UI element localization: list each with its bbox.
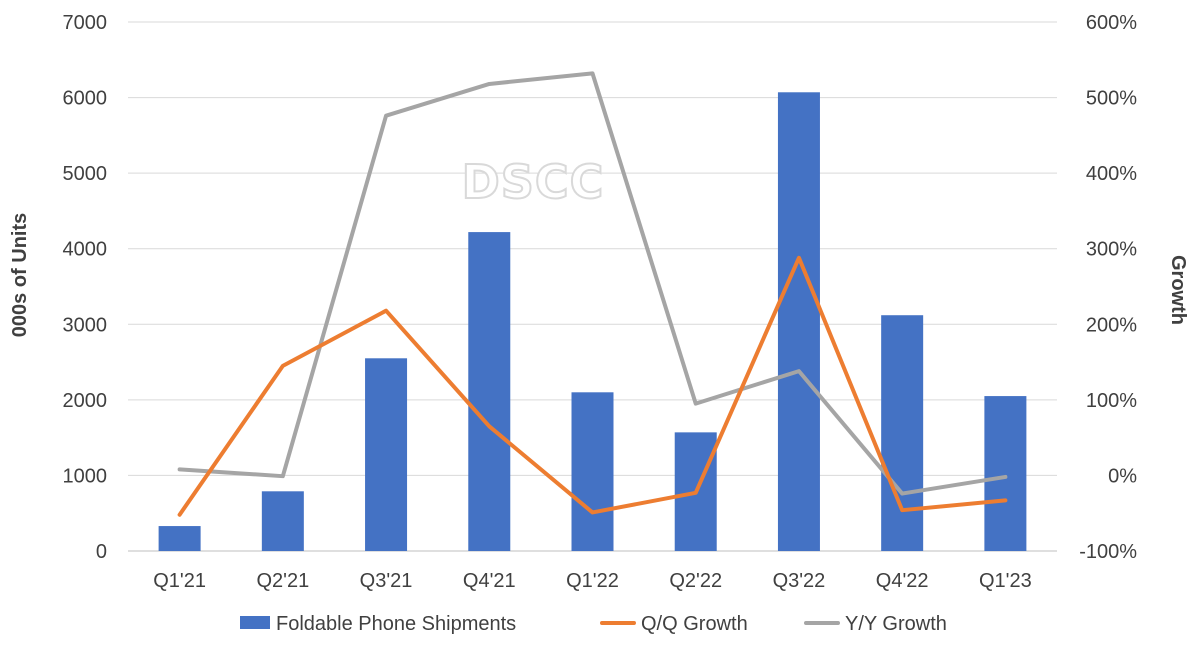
x-tick-label: Q1'23 xyxy=(979,570,1032,592)
x-axis-ticks: Q1'21 Q2'21 Q3'21 Q4'21 Q1'22 Q2'22 Q3'22 Q4'22… xyxy=(153,570,1032,592)
left-tick-label: 4000 xyxy=(63,239,108,261)
right-tick-label: 0% xyxy=(1108,465,1137,487)
right-axis-ticks: -100% 0% 100% 200% 300% 400% 500% 600% xyxy=(1079,12,1137,563)
left-tick-label: 7000 xyxy=(63,12,108,34)
shipment-bar xyxy=(777,92,820,551)
legend-label: Q/Q Growth xyxy=(641,613,748,635)
left-axis-title: 000s of Units xyxy=(9,213,31,337)
shipment-bar xyxy=(261,491,304,551)
line-series xyxy=(177,71,1008,517)
left-tick-label: 5000 xyxy=(63,163,108,185)
left-tick-label: 0 xyxy=(96,541,107,563)
right-tick-label: 500% xyxy=(1086,88,1137,110)
left-tick-label: 1000 xyxy=(63,465,108,487)
legend-swatch xyxy=(240,616,270,629)
shipment-bar xyxy=(158,526,201,551)
right-tick-label: 600% xyxy=(1086,12,1137,34)
legend-label: Y/Y Growth xyxy=(845,613,947,635)
shipment-bar xyxy=(571,392,614,551)
left-tick-label: 6000 xyxy=(63,88,108,110)
right-axis-title: Growth xyxy=(1167,255,1189,325)
right-tick-label: 300% xyxy=(1086,239,1137,261)
legend: Foldable Phone Shipments Q/Q Growth Y/Y Gr… xyxy=(240,613,947,635)
right-tick-label: 100% xyxy=(1086,390,1137,412)
x-tick-label: Q1'22 xyxy=(566,570,619,592)
x-tick-label: Q1'21 xyxy=(153,570,206,592)
x-tick-label: Q3'22 xyxy=(773,570,826,592)
x-tick-label: Q4'21 xyxy=(463,570,516,592)
shipment-bar xyxy=(984,396,1027,551)
q-q-growth-line xyxy=(177,255,1008,517)
right-tick-label: 400% xyxy=(1086,163,1137,185)
shipment-bar xyxy=(365,358,408,551)
watermark-text: DSCC xyxy=(462,155,605,209)
x-tick-label: Q3'21 xyxy=(360,570,413,592)
right-tick-label: 200% xyxy=(1086,314,1137,336)
left-axis-ticks: 0 1000 2000 3000 4000 5000 6000 7000 xyxy=(63,12,108,563)
shipment-bar xyxy=(468,232,511,552)
x-tick-label: Q2'22 xyxy=(669,570,722,592)
x-tick-label: Q4'22 xyxy=(876,570,929,592)
left-tick-label: 3000 xyxy=(63,314,108,336)
x-tick-label: Q2'21 xyxy=(256,570,309,592)
legend-label: Foldable Phone Shipments xyxy=(276,613,516,635)
shipment-bar xyxy=(881,315,924,551)
y-y-growth-line xyxy=(177,71,1008,496)
left-tick-label: 2000 xyxy=(63,390,108,412)
right-tick-label: -100% xyxy=(1079,541,1137,563)
